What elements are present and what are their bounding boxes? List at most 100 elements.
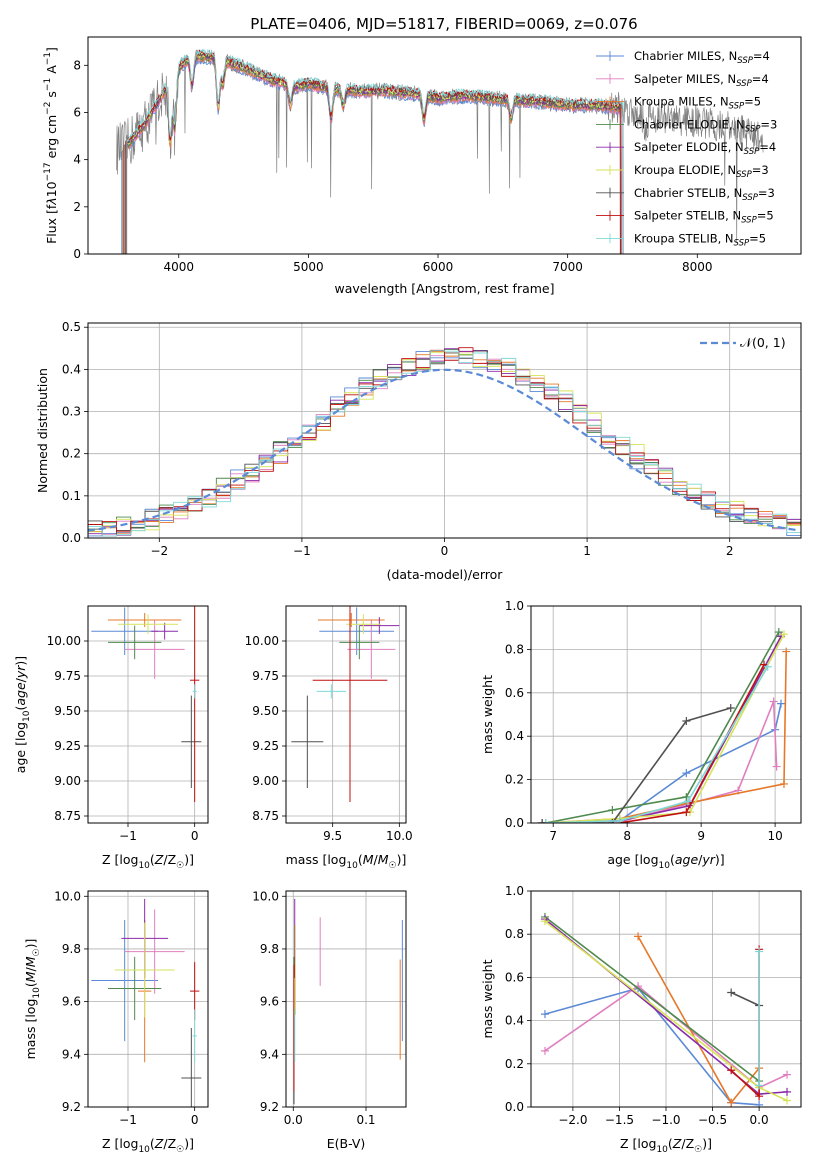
plot-area-z-mass xyxy=(91,898,202,1107)
legend-label: Kroupa ELODIE, NSSP=3 xyxy=(634,163,769,180)
weight-line xyxy=(545,666,769,823)
y-axis-label: Normed distribution xyxy=(35,368,50,493)
plot-area-z-weight xyxy=(540,912,792,1107)
y-tick-label: 1.0 xyxy=(505,599,524,613)
axes-frame xyxy=(87,36,802,255)
weight-line xyxy=(545,631,780,823)
x-tick-label: 7000 xyxy=(552,260,583,274)
plot-area-residuals xyxy=(88,347,801,537)
y-tick-label: 9.2 xyxy=(62,1100,81,1114)
y-tick-label: 9.4 xyxy=(62,1047,81,1061)
x-tick-label: 0.1 xyxy=(356,1113,375,1127)
x-axis-label: Z [log10(Z/Z☉)] xyxy=(102,1136,194,1155)
legend-label: Salpeter ELODIE, NSSP=4 xyxy=(634,140,776,157)
x-tick-label: 4000 xyxy=(163,260,194,274)
y-tick-label: 2 xyxy=(73,200,81,214)
y-tick-label: 9.50 xyxy=(54,704,81,718)
y-tick-label: 0.2 xyxy=(62,447,81,461)
y-tick-label: 10.0 xyxy=(54,889,81,903)
legend-label: Kroupa MILES, NSSP=5 xyxy=(634,95,761,112)
y-tick-label: 6 xyxy=(73,105,81,119)
y-tick-label: 9.25 xyxy=(54,739,81,753)
weight-line xyxy=(544,987,760,1106)
x-tick-label: 10.0 xyxy=(386,829,413,843)
y-tick-label: 0.4 xyxy=(505,729,524,743)
errorbar-point xyxy=(319,607,394,655)
weight-marker xyxy=(783,1096,792,1105)
x-axis-label: (data-model)/error xyxy=(387,567,504,582)
y-tick-label: 10.0 xyxy=(252,889,279,903)
y-tick-label: 0.3 xyxy=(62,405,81,419)
x-tick-label: −1.5 xyxy=(605,1113,634,1127)
weight-marker xyxy=(682,792,691,801)
y-tick-label: 9.50 xyxy=(252,704,279,718)
errorbar-point xyxy=(339,625,380,660)
weight-marker xyxy=(682,769,691,778)
gaussian-curve xyxy=(88,368,799,532)
panel-z-mass: −1 0 9.2 9.4 9.6 9.8 10.0 Z [log10(Z/Z☉)] mass [… xyxy=(23,889,209,1155)
axes-frame xyxy=(285,890,407,1108)
legend-label: Salpeter STELIB, NSSP=5 xyxy=(634,209,774,226)
weight-marker xyxy=(783,1087,792,1096)
panel-age-weight: 7 8 9 10 0.0 0.2 0.4 0.6 0.8 1.0 age [log10(age/yr… xyxy=(480,599,802,871)
y-tick-label: 9.6 xyxy=(260,995,279,1009)
y-axis-label: mass weight xyxy=(480,959,495,1038)
x-tick-label: −1 xyxy=(293,544,311,558)
panel-spectrum: 4000 5000 6000 7000 8000 0 2 4 6 8 wavelength [Ang… xyxy=(43,36,802,296)
legend-label: Kroupa STELIB, NSSP=5 xyxy=(634,231,766,248)
y-tick-label: 9.4 xyxy=(260,1047,279,1061)
errorbar-point xyxy=(91,919,158,1042)
weight-marker xyxy=(615,816,624,823)
weight-marker xyxy=(726,703,735,712)
axes-frame xyxy=(285,605,407,824)
weight-marker xyxy=(727,1098,736,1107)
errorbar-point xyxy=(181,695,202,788)
y-axis-label: age [log10(age/yr)] xyxy=(13,656,32,773)
y-tick-label: 9.00 xyxy=(54,774,81,788)
x-tick-label: 6000 xyxy=(423,260,454,274)
weight-marker xyxy=(541,819,550,823)
x-tick-label: 9 xyxy=(697,829,705,843)
errorbar-point xyxy=(312,606,388,802)
y-axis-label: Flux [fλ10−17 erg cm−2 s−1 A−1] xyxy=(43,47,59,244)
y-tick-label: 9.8 xyxy=(62,942,81,956)
weight-marker xyxy=(782,647,791,656)
weight-marker xyxy=(755,1100,764,1107)
errorbar-point xyxy=(192,684,197,699)
y-tick-label: 10.00 xyxy=(47,634,81,648)
y-tick-label: 0.2 xyxy=(505,773,524,787)
y-tick-label: 9.8 xyxy=(260,942,279,956)
errorbar-point xyxy=(108,956,162,1021)
errorbar-point xyxy=(181,1027,202,1107)
x-tick-label: 2 xyxy=(726,544,734,558)
panel-z-age: −1 0 8.75 9.00 9.25 9.50 9.75 10.00 Z [log10(Z/Z… xyxy=(13,605,209,871)
y-tick-label: 0.0 xyxy=(505,1100,524,1114)
x-tick-label: 0 xyxy=(191,1113,199,1127)
plot-area-mass-age xyxy=(291,606,400,802)
weight-marker xyxy=(727,1066,736,1075)
weight-line xyxy=(544,916,760,1082)
plot-area-ebv-mass xyxy=(293,898,403,1105)
y-tick-label: 9.6 xyxy=(62,995,81,1009)
errorbar-point xyxy=(192,1009,197,1063)
errorbar-point xyxy=(359,617,400,634)
x-tick-label: −1 xyxy=(119,1113,137,1127)
x-tick-label: −1 xyxy=(119,829,137,843)
weight-marker xyxy=(540,1046,549,1055)
errorbar-point xyxy=(347,620,396,679)
legend-label: Chabrier STELIB, NSSP=3 xyxy=(634,186,775,203)
axes-frame xyxy=(87,890,209,1108)
weight-marker xyxy=(540,1010,549,1019)
x-tick-label: 9.5 xyxy=(323,829,342,843)
errorbar-point xyxy=(316,684,346,699)
x-tick-label: −0.5 xyxy=(698,1113,727,1127)
y-tick-label: 9.2 xyxy=(260,1100,279,1114)
y-axis-label: mass [log10(M/M☉)] xyxy=(23,939,42,1060)
weight-marker xyxy=(777,699,786,708)
errorbar-point xyxy=(124,909,185,994)
y-tick-label: 0.1 xyxy=(62,489,81,503)
errorbar-point xyxy=(114,922,175,1018)
x-axis-label: age [log10(age/yr)] xyxy=(607,852,724,871)
y-tick-label: 0.8 xyxy=(505,927,524,941)
